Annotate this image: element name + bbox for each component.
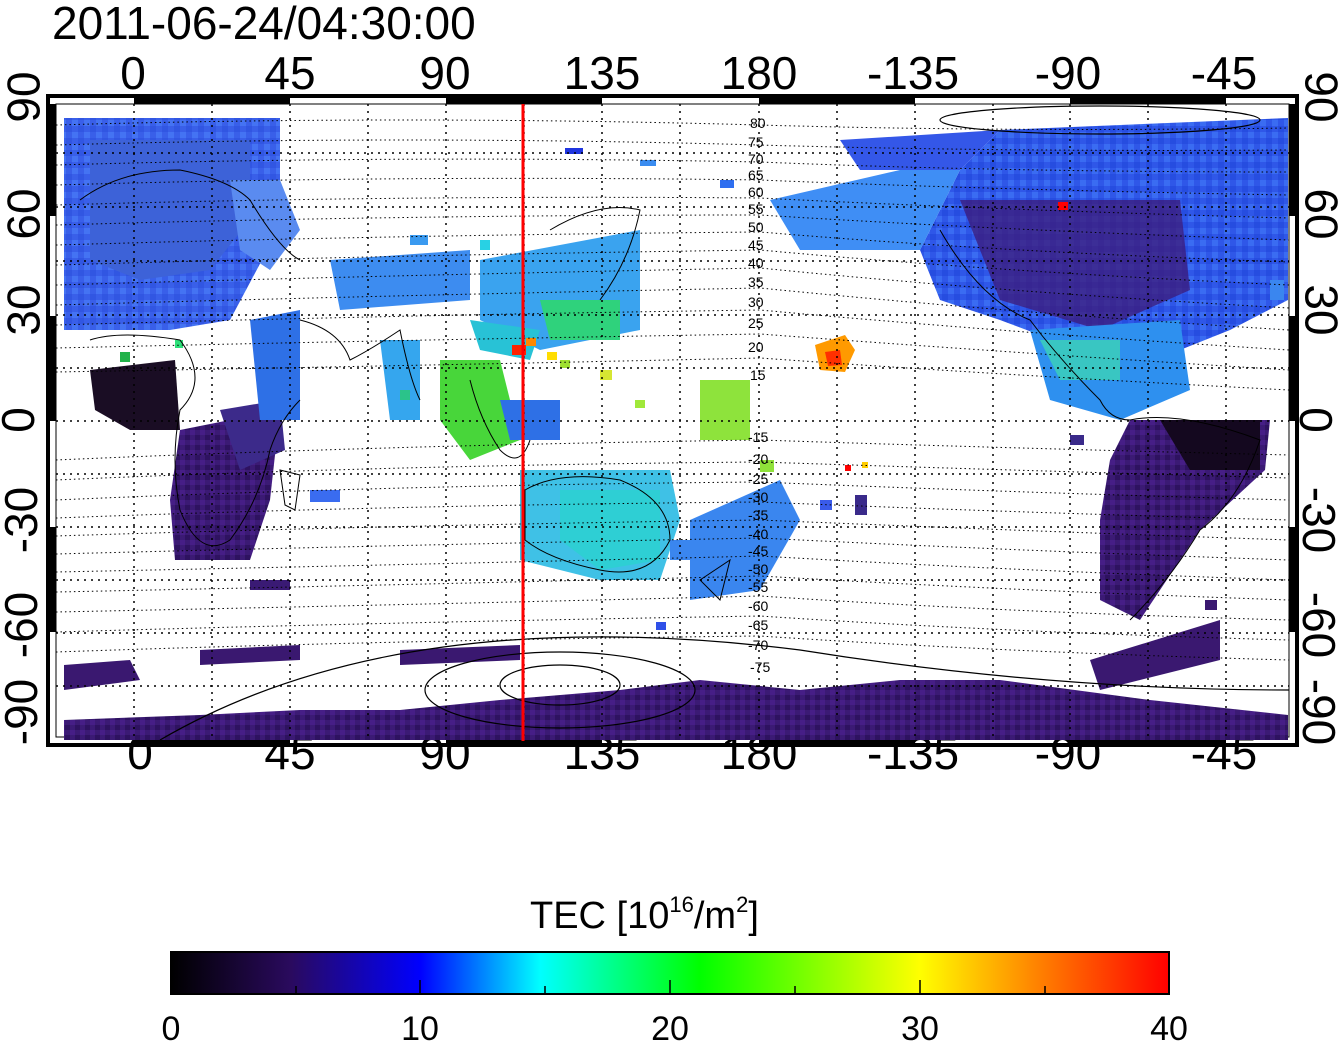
contour-label: 55	[748, 201, 764, 217]
contour-label: -30	[748, 489, 768, 505]
contour-label: -25	[748, 471, 768, 487]
contour-label: -45	[748, 543, 768, 559]
colorbar-tick-label: 30	[901, 1010, 939, 1048]
contour-label: 70	[748, 151, 764, 167]
contour-label: -20	[748, 451, 768, 467]
colorbar-ticks	[295, 980, 1046, 994]
contour-label: 20	[748, 339, 764, 355]
top-tick-label: 45	[264, 47, 316, 99]
colorbar-title: TEC [1016/m2]	[530, 894, 759, 937]
top-tick-label: 0	[120, 47, 146, 99]
colorbar	[170, 951, 1170, 995]
colorbar-title-prefix: TEC [10	[530, 895, 670, 937]
contour-label: -70	[748, 637, 768, 653]
colorbar-title-exponent: 16	[669, 892, 694, 917]
contour-label: 30	[748, 294, 764, 310]
contour-label: 45	[748, 237, 764, 253]
tec-data-regions	[64, 118, 1288, 740]
contour-label: -75	[750, 659, 770, 675]
graticule	[56, 104, 1289, 737]
contour-label: -15	[748, 429, 768, 445]
contour-label: 40	[748, 255, 764, 271]
contour-label: 15	[750, 367, 766, 383]
contour-label: 65	[748, 167, 764, 183]
contour-label: 35	[748, 274, 764, 290]
contour-label: -65	[748, 617, 768, 633]
contour-label: -50	[748, 561, 768, 577]
contour-label: -55	[748, 579, 768, 595]
top-tick-label: -90	[1034, 47, 1102, 99]
contour-labels: 80 75 70 65 60 55 50 45 40 35 30 25 20 1…	[748, 115, 770, 675]
contour-label: 25	[748, 315, 764, 331]
contour-label: 50	[748, 219, 764, 235]
colorbar-tick-label: 0	[161, 1010, 181, 1048]
contour-label: 75	[748, 134, 764, 150]
contour-label: -40	[748, 526, 768, 542]
magnetic-pole-contours	[159, 105, 1290, 741]
colorbar-title-unit: /m	[693, 895, 737, 937]
top-tick-label: -135	[866, 47, 960, 99]
contour-label: -35	[748, 507, 768, 523]
contour-label: -60	[748, 598, 768, 614]
contour-label: 60	[748, 184, 764, 200]
contour-label: 80	[750, 115, 766, 131]
top-tick-label: 135	[563, 47, 641, 99]
colorbar-tick-label: 20	[651, 1010, 689, 1048]
colorbar-title-suffix: ]	[748, 895, 759, 937]
top-tick-label: 90	[419, 47, 471, 99]
colorbar-tick-label: 10	[401, 1010, 439, 1048]
colorbar-tick-label: 40	[1150, 1010, 1188, 1048]
map-timestamp: 2011-06-24/04:30:00	[52, 0, 476, 49]
top-tick-label: 180	[720, 47, 798, 99]
colorbar-title-unit-exponent: 2	[736, 892, 749, 917]
top-tick-label: -45	[1190, 47, 1258, 99]
